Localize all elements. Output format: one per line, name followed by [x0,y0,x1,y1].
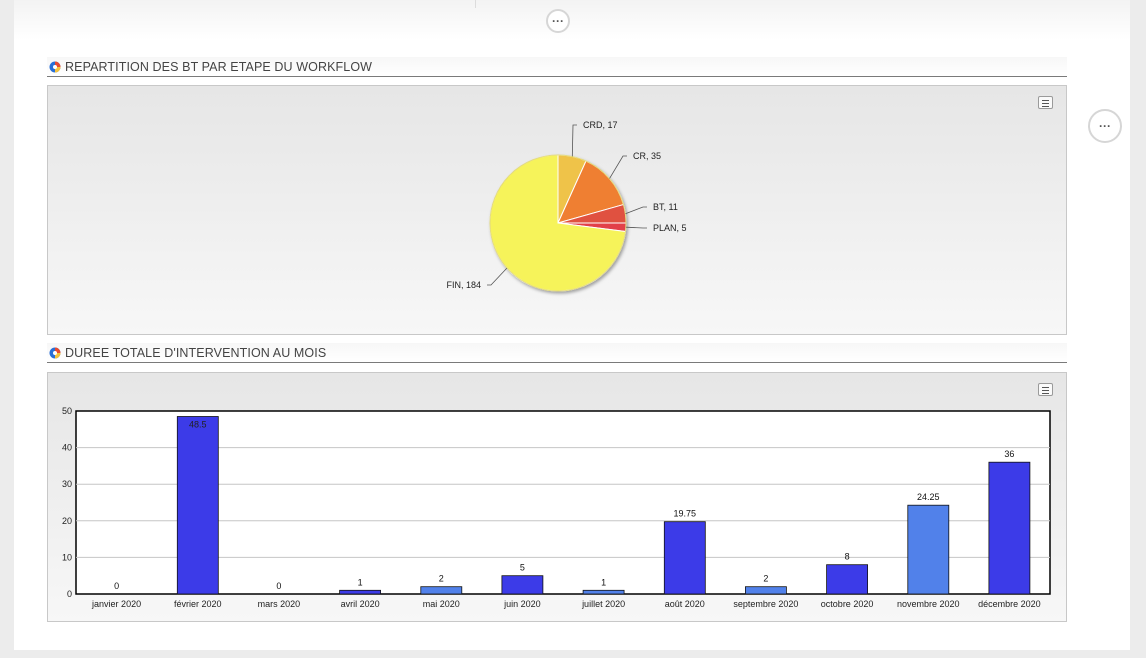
y-tick-label: 0 [67,589,72,599]
x-tick-label: octobre 2020 [821,599,874,609]
bar-value-label: 48.5 [189,419,207,429]
x-tick-label: août 2020 [665,599,705,609]
colored-pie-logo-icon [49,347,61,358]
pie-connector [487,267,508,286]
pie-label-plan: PLAN, 5 [653,223,687,233]
pie-connector [625,226,647,229]
x-tick-label: février 2020 [174,599,222,609]
bar-4[interactable] [420,586,463,595]
section-header-duration: DUREE TOTALE D'INTERVENTION AU MOIS [47,343,1067,363]
pie-connector [609,155,627,179]
bar-value-label: 0 [276,581,281,591]
chart-menu-button[interactable] [1038,96,1053,109]
bar-value-label: 1 [358,577,363,587]
bar-value-label: 8 [845,552,850,562]
x-tick-label: septembre 2020 [733,599,798,609]
bar-5[interactable] [501,575,544,595]
plot-area [75,410,1051,595]
y-tick-label: 10 [62,552,72,562]
x-tick-label: mars 2020 [258,599,301,609]
bar-3[interactable] [339,589,382,595]
more-options-button-side[interactable]: ··· [1088,109,1122,143]
pie-connector [571,124,577,157]
more-options-button-top[interactable]: ··· [546,9,570,33]
top-strip [14,0,1130,40]
bar-11[interactable] [988,461,1031,595]
y-tick-label: 30 [62,479,72,489]
more-horizontal-icon: ··· [1099,119,1111,133]
chart-menu-button[interactable] [1038,383,1053,396]
bar-value-label: 0 [114,581,119,591]
section-title: REPARTITION DES BT PAR ETAPE DU WORKFLOW [65,59,373,74]
pie-chart-panel: CRD, 17 CR, 35 BT, 11 PLAN, 5 FIN, 184 [47,85,1067,335]
x-tick-label: juin 2020 [503,599,541,609]
bar-value-label: 36 [1004,449,1014,459]
bar-7[interactable] [663,521,706,595]
section-header-workflow: REPARTITION DES BT PAR ETAPE DU WORKFLOW [47,57,1067,77]
pie-label-crd: CRD, 17 [583,120,618,130]
bar-value-label: 19.75 [673,509,696,519]
x-tick-label: janvier 2020 [91,599,141,609]
colored-pie-logo-icon [49,61,61,72]
more-horizontal-icon: ··· [552,14,564,28]
bar-value-label: 2 [439,574,444,584]
bar-value-label: 1 [601,577,606,587]
y-tick-label: 50 [62,406,72,416]
pie-label-cr: CR, 35 [633,151,661,161]
x-tick-label: juillet 2020 [581,599,625,609]
x-tick-label: mai 2020 [423,599,460,609]
pie-chart: CRD, 17 CR, 35 BT, 11 PLAN, 5 FIN, 184 [446,120,687,292]
y-tick-label: 40 [62,443,72,453]
pie-label-bt: BT, 11 [653,202,678,212]
bar-6[interactable] [582,589,625,595]
x-tick-label: novembre 2020 [897,599,960,609]
bar-chart-panel: 0 10 20 30 40 50 0 janvier 2020 48.5 février 2020… [47,372,1067,622]
pie-connector [625,206,647,215]
x-tick-label: avril 2020 [341,599,380,609]
bar-value-label: 24.25 [917,492,940,502]
x-tick-label: décembre 2020 [978,599,1041,609]
bar-value-label: 2 [763,574,768,584]
bar-8[interactable] [745,586,787,595]
bar-9[interactable] [826,564,868,595]
bar-1[interactable] [176,416,219,595]
y-tick-label: 20 [62,516,72,526]
bar-10[interactable] [907,504,950,595]
pie-rim [489,154,627,292]
section-title: DUREE TOTALE D'INTERVENTION AU MOIS [65,345,327,360]
top-divider [475,0,476,8]
bar-value-label: 5 [520,563,525,573]
pie-label-fin: FIN, 184 [446,280,481,290]
